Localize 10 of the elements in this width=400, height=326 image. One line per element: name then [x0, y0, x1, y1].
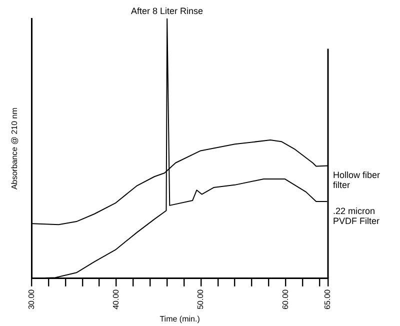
x-tick-label: 65.00 [323, 288, 332, 310]
x-tick-label: 30.00 [26, 288, 36, 310]
y-axis-title: Absorbance @ 210 nm [10, 107, 20, 190]
series-label: Hollow fiber filter [333, 170, 380, 190]
x-tick-label: 50.00 [196, 288, 206, 310]
x-tick-label: 60.00 [280, 288, 290, 310]
x-tick-label: 40.00 [111, 288, 120, 310]
series-label: .22 micron PVDF Filter [333, 206, 380, 226]
x-axis-title: Time (min.) [160, 314, 200, 324]
chart-title: After 8 Liter Rinse [130, 6, 204, 16]
